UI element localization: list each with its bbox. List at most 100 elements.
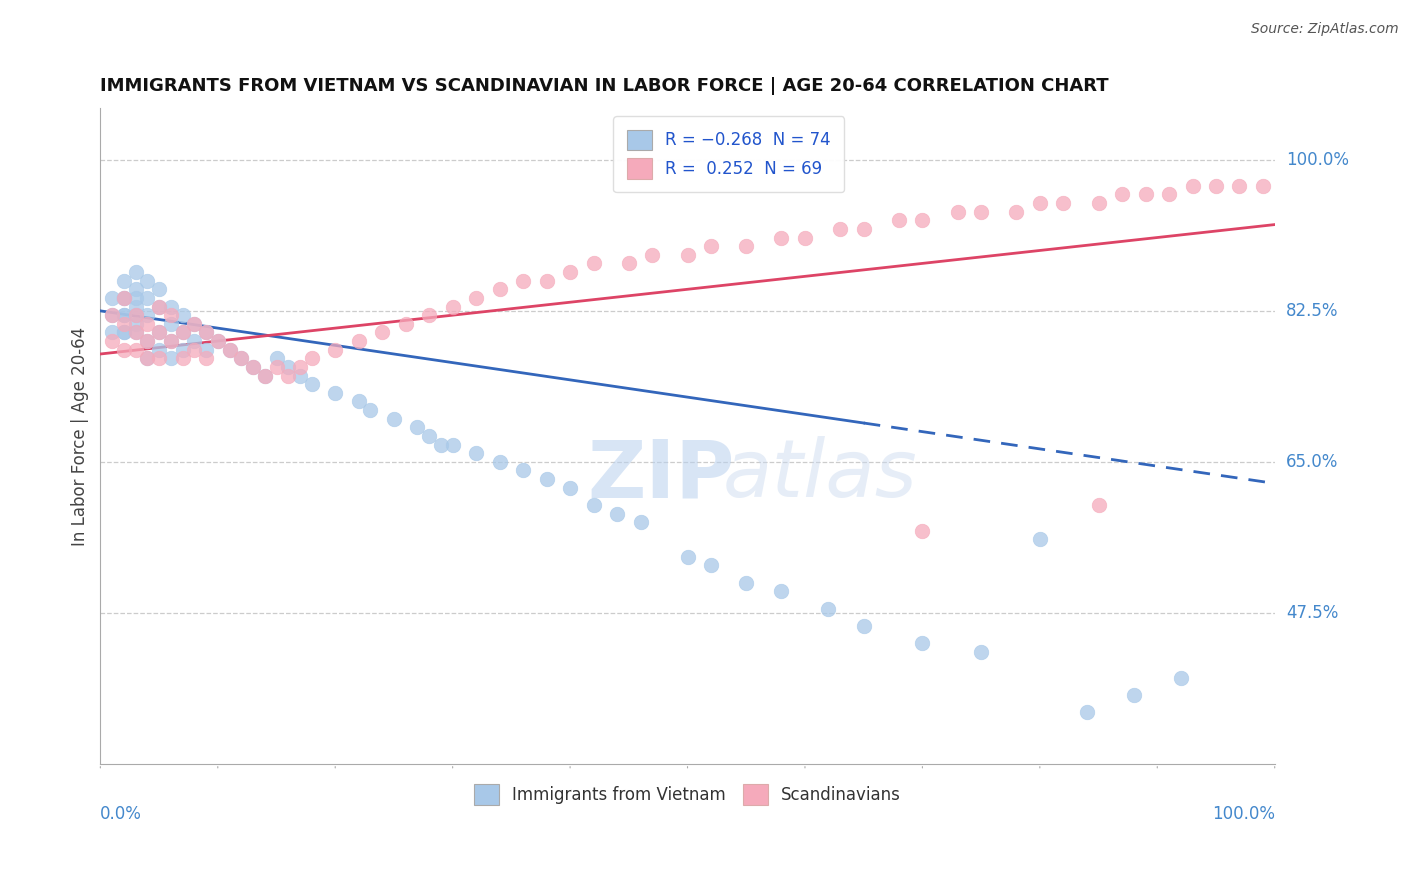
Point <box>371 326 394 340</box>
Point <box>159 334 181 348</box>
Point <box>207 334 229 348</box>
Text: 47.5%: 47.5% <box>1286 604 1339 622</box>
Point <box>148 351 170 366</box>
Point <box>231 351 253 366</box>
Point <box>735 239 758 253</box>
Point <box>124 343 146 357</box>
Point <box>242 359 264 374</box>
Point <box>124 308 146 322</box>
Point <box>101 291 124 305</box>
Point <box>124 291 146 305</box>
Point <box>887 213 910 227</box>
Point <box>159 300 181 314</box>
Point <box>582 256 605 270</box>
Point <box>136 351 159 366</box>
Point <box>1135 187 1157 202</box>
Text: 0.0%: 0.0% <box>100 805 142 823</box>
Point <box>852 222 875 236</box>
Point <box>970 204 993 219</box>
Point <box>148 326 170 340</box>
Point <box>536 472 558 486</box>
Point <box>323 385 346 400</box>
Point <box>382 411 405 425</box>
Text: 82.5%: 82.5% <box>1286 301 1339 320</box>
Point <box>124 317 146 331</box>
Point <box>1181 178 1204 193</box>
Point <box>101 326 124 340</box>
Point <box>136 291 159 305</box>
Point <box>1122 688 1144 702</box>
Point <box>218 343 240 357</box>
Point <box>700 239 723 253</box>
Point <box>136 317 159 331</box>
Point <box>347 334 370 348</box>
Point <box>172 308 194 322</box>
Point <box>323 343 346 357</box>
Legend: Immigrants from Vietnam, Scandinavians: Immigrants from Vietnam, Scandinavians <box>467 778 908 811</box>
Point <box>195 326 218 340</box>
Point <box>172 343 194 357</box>
Point <box>207 334 229 348</box>
Point <box>441 300 464 314</box>
Point <box>101 308 124 322</box>
Point <box>301 377 323 392</box>
Point <box>148 300 170 314</box>
Point <box>288 359 311 374</box>
Point <box>277 359 299 374</box>
Point <box>112 326 135 340</box>
Point <box>1052 196 1074 211</box>
Point <box>112 291 135 305</box>
Point <box>136 334 159 348</box>
Point <box>112 291 135 305</box>
Point <box>242 359 264 374</box>
Point <box>970 645 993 659</box>
Point <box>418 429 440 443</box>
Point <box>617 256 640 270</box>
Point <box>1170 671 1192 685</box>
Point <box>159 308 181 322</box>
Point <box>676 549 699 564</box>
Point <box>558 481 581 495</box>
Point <box>253 368 276 383</box>
Point <box>159 351 181 366</box>
Y-axis label: In Labor Force | Age 20-64: In Labor Force | Age 20-64 <box>72 326 89 546</box>
Point <box>418 308 440 322</box>
Point <box>136 308 159 322</box>
Point <box>148 343 170 357</box>
Point <box>911 636 934 650</box>
Point <box>1111 187 1133 202</box>
Point <box>195 343 218 357</box>
Point <box>183 343 205 357</box>
Point <box>112 326 135 340</box>
Point <box>1229 178 1251 193</box>
Point <box>183 334 205 348</box>
Point <box>1157 187 1180 202</box>
Point <box>1087 498 1109 512</box>
Point <box>817 601 839 615</box>
Point <box>277 368 299 383</box>
Point <box>112 308 135 322</box>
Point <box>266 359 288 374</box>
Point <box>700 558 723 573</box>
Point <box>112 274 135 288</box>
Text: atlas: atlas <box>723 436 918 515</box>
Point <box>582 498 605 512</box>
Text: 100.0%: 100.0% <box>1286 151 1348 169</box>
Point <box>231 351 253 366</box>
Point <box>124 326 146 340</box>
Point <box>112 317 135 331</box>
Point <box>148 282 170 296</box>
Point <box>794 230 817 244</box>
Point <box>465 291 488 305</box>
Point <box>1076 705 1098 719</box>
Text: IMMIGRANTS FROM VIETNAM VS SCANDINAVIAN IN LABOR FORCE | AGE 20-64 CORRELATION C: IMMIGRANTS FROM VIETNAM VS SCANDINAVIAN … <box>100 78 1109 95</box>
Text: 65.0%: 65.0% <box>1286 453 1339 471</box>
Point <box>183 317 205 331</box>
Point <box>1087 196 1109 211</box>
Point <box>195 351 218 366</box>
Point <box>112 291 135 305</box>
Point <box>148 300 170 314</box>
Point <box>1029 196 1052 211</box>
Point <box>159 334 181 348</box>
Point <box>770 584 793 599</box>
